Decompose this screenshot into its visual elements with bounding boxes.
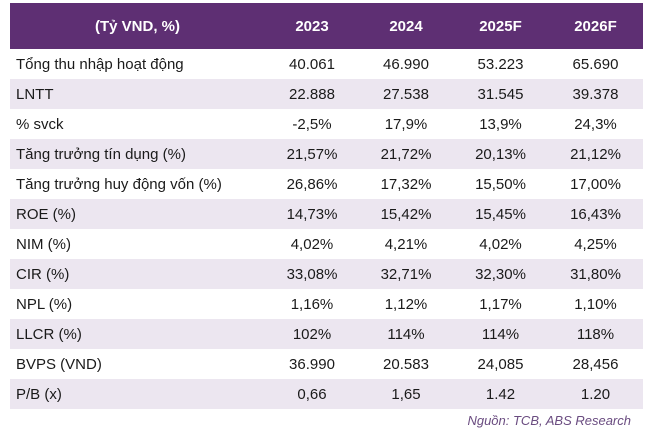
table-row: NPL (%) 1,16% 1,12% 1,17% 1,10% [10,289,643,319]
table-cell: 26,86% [286,175,338,193]
year-header-2025f: 2025F [479,17,522,35]
table-cell: 24,085 [477,355,524,373]
table-row: CIR (%) 33,08% 32,71% 32,30% 31,80% [10,259,643,289]
year-header-2024: 2024 [389,17,423,35]
table-cell: 114% [481,325,520,343]
financial-table: (Tỷ VND, %) 2023 2024 2025F 2026F Tổng t… [10,3,643,409]
table-cell: 4,02% [290,235,334,253]
table-row: Tổng thu nhập hoạt động 40.061 46.990 53.22… [10,49,643,79]
table-cell: 27.538 [383,85,429,103]
table-cell: 114% [387,325,425,343]
table-cell: 16,43% [570,205,621,223]
table-cell: 14,73% [286,205,338,223]
table-cell: 28,456 [572,355,619,373]
table-row: Tăng trưởng huy động vốn (%) 26,86% 17,32%… [10,169,643,199]
table-cell: 53.223 [477,55,524,73]
table-row: NIM (%) 4,02% 4,21% 4,02% 4,25% [10,229,643,259]
row-label: Tăng trưởng huy động vốn (%) [16,175,222,193]
table-row: LLCR (%) 102% 114% 114% 118% [10,319,643,349]
table-cell: 4,25% [574,235,617,253]
row-label: BVPS (VND) [16,355,102,373]
table-cell: 15,42% [380,205,432,223]
table-header-row: (Tỷ VND, %) 2023 2024 2025F 2026F [10,3,643,49]
table-cell: -2,5% [292,115,332,133]
table-row: ROE (%) 14,73% 15,42% 15,45% 16,43% [10,199,643,229]
row-label: NIM (%) [16,235,71,253]
table-cell: 36.990 [289,355,335,373]
table-cell: 20,13% [475,145,526,163]
table-cell: 13,9% [479,115,522,133]
row-label: P/B (x) [16,385,62,403]
table-row: BVPS (VND) 36.990 20.583 24,085 28,456 [10,349,643,379]
row-label: NPL (%) [16,295,73,313]
table-cell: 1,65 [391,385,421,403]
table-cell: 1,17% [479,295,522,313]
table-cell: 31.545 [477,85,524,103]
row-label: LLCR (%) [16,325,82,343]
table-cell: 20.583 [383,355,429,373]
table-cell: 17,9% [384,115,428,133]
table-row: LNTT 22.888 27.538 31.545 39.378 [10,79,643,109]
table-cell: 0,66 [297,385,327,403]
table-cell: 22.888 [289,85,335,103]
table-cell: 21,12% [570,145,621,163]
table-cell: 24,3% [574,115,617,133]
table-row: Tăng trưởng tín dụng (%) 21,57% 21,72% 20,1… [10,139,643,169]
table-row: % svck -2,5% 17,9% 13,9% 24,3% [10,109,643,139]
table-cell: 15,50% [475,175,526,193]
row-label: LNTT [16,85,54,103]
table-cell: 31,80% [570,265,621,283]
year-header-2023: 2023 [295,17,329,35]
table-cell: 39.378 [572,85,619,103]
table-cell: 4,02% [479,235,522,253]
table-cell: 118% [576,325,615,343]
table-cell: 32,71% [380,265,432,283]
table-cell: 15,45% [475,205,526,223]
row-label: ROE (%) [16,205,76,223]
table-cell: 4,21% [384,235,428,253]
table-cell: 17,32% [380,175,432,193]
table-cell: 21,57% [286,145,338,163]
unit-label-header: (Tỷ VND, %) [94,17,180,35]
table-cell: 1.42 [485,385,516,403]
row-label: Tổng thu nhập hoạt động [16,55,184,73]
year-header-2026f: 2026F [574,17,617,35]
table-body: Tổng thu nhập hoạt động 40.061 46.990 53.22… [10,49,643,409]
table-cell: 33,08% [286,265,338,283]
source-note: Nguồn: TCB, ABS Research [467,413,631,428]
table-cell: 65.690 [572,55,619,73]
table-cell: 1.20 [580,385,611,403]
table-cell: 1,10% [574,295,617,313]
row-label: Tăng trưởng tín dụng (%) [16,145,186,163]
table-cell: 17,00% [570,175,621,193]
table-cell: 40.061 [289,55,335,73]
row-label: % svck [16,115,64,133]
row-label: CIR (%) [16,265,70,283]
table-cell: 46.990 [383,55,429,73]
table-row: P/B (x) 0,66 1,65 1.42 1.20 [10,379,643,409]
table-cell: 102% [292,325,332,343]
table-cell: 21,72% [380,145,432,163]
table-cell: 32,30% [475,265,526,283]
table-cell: 1,12% [384,295,428,313]
table-cell: 1,16% [290,295,334,313]
